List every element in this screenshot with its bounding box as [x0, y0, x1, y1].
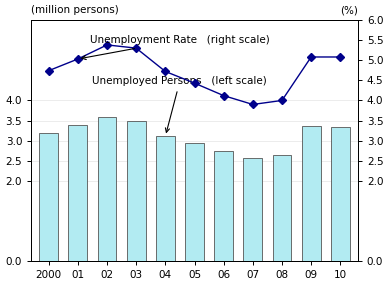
Text: Unemployed Persons   (left scale): Unemployed Persons (left scale) — [93, 76, 267, 132]
Bar — [273, 155, 291, 261]
Bar — [68, 125, 88, 261]
Bar — [185, 143, 204, 261]
Bar — [301, 126, 321, 261]
Bar — [331, 127, 350, 261]
Bar — [98, 117, 116, 261]
Bar — [244, 158, 262, 261]
Bar — [156, 136, 175, 261]
Bar — [214, 151, 233, 261]
Text: Unemployment Rate   (right scale): Unemployment Rate (right scale) — [82, 35, 269, 59]
Text: (%): (%) — [340, 5, 358, 15]
Bar — [39, 133, 58, 261]
Bar — [127, 121, 145, 261]
Text: (million persons): (million persons) — [31, 5, 119, 15]
